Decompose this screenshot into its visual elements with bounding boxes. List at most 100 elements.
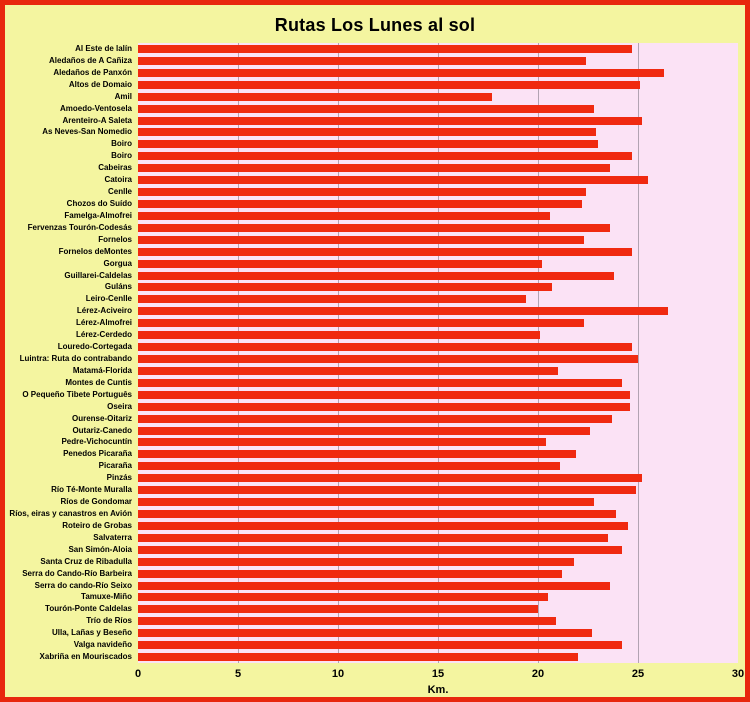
bar [138,259,542,268]
gridline [538,43,539,663]
y-axis-label: Pinzás [106,473,132,483]
y-axis-label: Lérez-Aciveiro [76,306,132,316]
y-axis-labels: Al Este de lalín Aledaños de A Cañiza Aled… [5,43,132,663]
bar [138,545,622,554]
y-axis-label: As Neves-San Nomedio [42,127,132,137]
bar [138,402,630,411]
y-axis-label: Picaraña [98,461,132,471]
bar [138,140,598,149]
y-axis-label: Tamuxe-Miño [81,592,132,602]
y-axis-label: O Pequeño Tibete Português [22,389,132,399]
bar [138,80,640,89]
y-axis-label: Trío de Ríos [86,616,132,626]
y-axis-label: Boiro [111,151,132,161]
bar [138,331,540,340]
plot-area [138,43,738,663]
y-axis-label: Río Té-Monte Muralla [51,485,132,495]
x-tick-label: 10 [331,668,345,680]
bar [138,450,576,459]
bar [138,68,664,77]
bar [138,354,638,363]
bar [138,378,622,387]
y-axis-label: Fornelos [98,234,132,244]
bar [138,486,636,495]
y-axis-label: Aledaños de Panxón [53,67,132,77]
bar [138,498,594,507]
y-axis-label: Serra do Cando-Río Barbeira [22,568,132,578]
bar [138,414,612,423]
y-axis-label: Outariz-Canedo [72,425,132,435]
y-axis-label: Chozos do Suído [66,199,132,208]
y-axis-label: Amil [114,91,132,101]
y-axis-label: Guillarei-Caldelas [64,270,132,280]
bar [138,104,594,113]
x-tick-label: 15 [431,668,445,680]
x-axis: 0 5 10 15 20 25 30 [5,668,745,684]
y-axis-label: Aledaños de A Cañiza [49,55,132,65]
bar [138,128,596,137]
y-axis-label: Famelga-Almofrei [64,210,132,220]
x-tick-label: 5 [234,668,242,680]
x-axis-title: Km. [427,684,449,696]
bar [138,474,642,483]
y-axis-label: Montes de Cuntis [65,377,132,387]
y-axis-label: San Simón-Aloia [68,544,132,554]
y-axis-label: Roteiro de Grobas [62,520,132,530]
bar [138,307,668,316]
x-tick-label: 25 [631,668,645,680]
y-axis-label: Amoedo-Ventosela [59,103,132,113]
bar [138,438,546,447]
y-axis-label: Ourense-Oitariz [71,413,132,423]
y-axis-label: Cenlle [107,187,132,197]
bar [138,557,574,566]
bar [138,533,608,542]
bar [138,653,578,662]
y-axis-label: Ríos, eiras y canastros en Avión [9,509,132,518]
bar [138,366,558,375]
bar [138,176,648,185]
y-axis-label: Guláns [104,282,132,292]
bar [138,593,548,602]
bar [138,188,586,197]
y-axis-label: Altos de Domaio [68,79,132,89]
x-tick-label: 30 [731,668,745,680]
y-axis-label: Tourón-Ponte Caldelas [45,604,132,614]
gridline [638,43,639,663]
bar [138,235,584,244]
y-axis-label: Matamá-Florida [72,365,132,375]
y-axis-label: Leiro-Cenlle [85,294,132,304]
y-axis-label: Arenteiro-A Saleta [62,115,133,125]
chart-title: Rutas Los Lunes al sol [274,15,476,35]
y-axis-label: Santa Cruz de Ribadulla [40,556,132,566]
bar [138,605,538,614]
y-axis-label: Luintra: Ruta do contrabando [19,354,132,363]
y-axis-label: Xabriña en Mouriscados [39,652,132,662]
gridline [338,43,339,663]
bar [138,390,630,399]
gridline [438,43,439,663]
bar [138,617,556,626]
bar [138,271,614,280]
bar [138,164,610,173]
y-axis-label: Lérez-Cerdedo [75,330,132,340]
bar [138,426,590,435]
y-axis-label: Cabeiras [98,163,132,173]
bar [138,223,610,232]
y-axis-label: Lérez-Almofrei [75,318,132,328]
y-axis-label: Fornelos deMontes [58,246,132,256]
bar [138,462,560,471]
bar [138,152,632,161]
y-axis-label: Gorgua [103,258,132,268]
bar [138,569,562,578]
bar [138,92,492,101]
y-axis-label: Serra do cando-Río Seixo [34,580,132,590]
y-axis-label: Valga navideño [73,640,132,650]
y-axis-label: Penedos Picaraña [63,449,132,459]
bar [138,521,628,530]
gridline [238,43,239,663]
y-axis-label: Boiro [111,139,132,149]
y-axis-label: Al Este de lalín [75,44,132,53]
x-tick-label: 20 [531,668,545,680]
bar [138,199,582,208]
